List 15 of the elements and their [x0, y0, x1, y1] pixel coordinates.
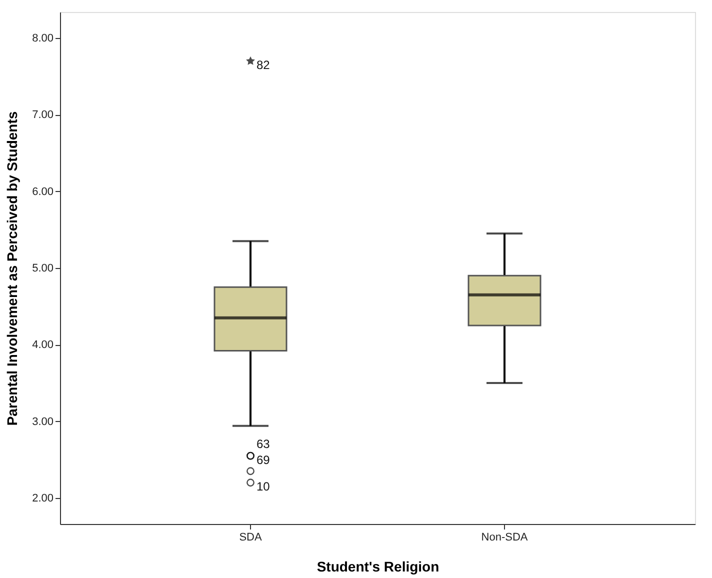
- y-tick-label: 7.00: [32, 109, 54, 122]
- y-tick-label: 4.00: [32, 339, 54, 352]
- annotation: 69: [256, 452, 270, 467]
- y-tick-label: 5.00: [32, 262, 54, 274]
- x-axis-title: Student's Religion: [316, 558, 440, 574]
- y-tick-label: 3.00: [32, 416, 54, 428]
- y-tick-label: 8.00: [32, 32, 54, 45]
- annotation: 82: [256, 58, 270, 72]
- y-axis-title: Parental Involvement as Perceived by Students: [4, 111, 20, 426]
- annotation: 63: [256, 436, 270, 451]
- annotation: 10: [256, 480, 270, 494]
- y-tick-label: 6.00: [32, 186, 54, 198]
- y-tick-label: 2.00: [32, 492, 54, 504]
- x-tick-label: SDA: [239, 532, 262, 544]
- x-tick-label: Non-SDA: [481, 532, 528, 544]
